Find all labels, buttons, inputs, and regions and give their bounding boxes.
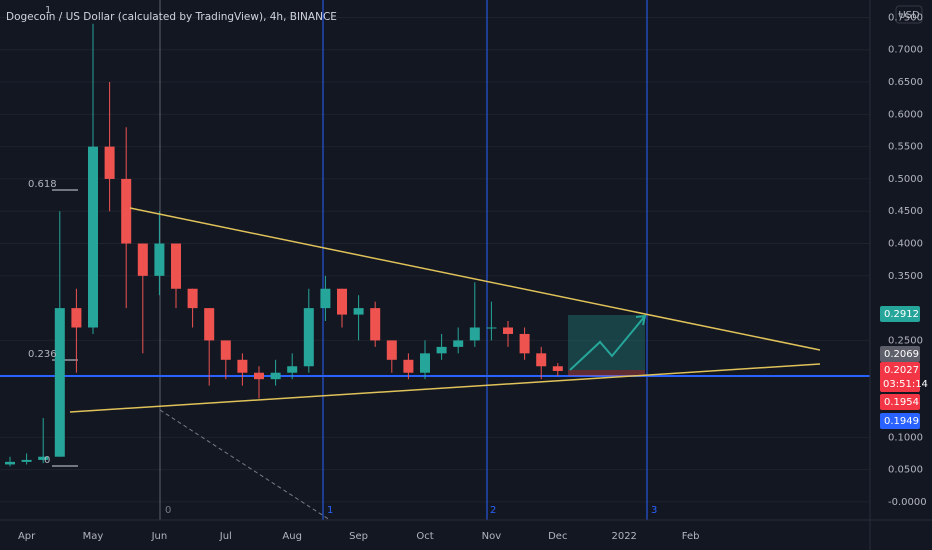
y-tick-label: 0.7500 [888,12,923,23]
price-axis: -0.0000 0.0500 0.1000 0.2500 0.3500 0.4000 0.4… [18,12,928,542]
y-tick-label: 0.4000 [888,239,923,250]
candle-body [536,353,547,367]
price-badge [880,394,920,410]
x-tick-label: Apr [18,531,36,542]
y-tick-label: 0.1000 [888,432,923,443]
x-tick-label: Feb [682,531,700,542]
fib-label: 0.236 [28,349,57,360]
y-tick-label: -0.0000 [888,497,927,508]
candles [5,23,563,467]
candle-body [453,340,464,347]
wave-label: 2 [490,505,496,516]
candle-body [386,340,397,360]
fib-label: 0 [44,455,50,466]
grid [0,16,870,503]
x-tick-label: Oct [416,531,433,542]
currency-button[interactable] [895,5,923,24]
x-tick-label: Nov [482,531,502,542]
candle-body [54,308,65,457]
arrow-head [635,314,647,326]
price-badge [880,413,920,429]
x-tick-label: Aug [282,531,302,542]
candle-body [270,372,281,380]
candle-body [204,308,215,341]
price-badge [880,362,920,392]
wave-label: 1 [327,505,333,516]
candle-body [121,178,132,244]
x-tick-label: Jun [151,531,168,542]
candle-body [220,340,231,360]
y-tick-label: 0.2500 [888,335,923,346]
wave-label: 3 [651,505,657,516]
candle-body [5,461,15,465]
wave-label: 0 [165,505,171,516]
candle-body [254,372,264,380]
triangle-upper [129,207,821,351]
candle-body [552,366,563,371]
x-tick-label: May [83,531,104,542]
candle-body [503,327,513,334]
price-badge-label: 0.2912 [884,309,919,320]
x-tick-label: 2022 [611,531,636,542]
candle-body [303,308,314,367]
candle-body [71,308,82,328]
candle-body [237,359,248,373]
y-tick-label: 0.6500 [888,77,923,88]
y-tick-label: 0.4500 [888,206,923,217]
candle-body [287,366,298,373]
candle-body [486,327,497,329]
x-tick-label: Jul [219,531,232,542]
candle-body [104,146,115,179]
y-tick-label: 0.5500 [888,142,923,153]
trend-line [159,409,331,521]
stop-zone [568,370,645,376]
candle-body [519,333,530,354]
projection-arrow [569,315,646,371]
candle-body [403,359,414,373]
candle-body [171,243,181,289]
x-tick-label: Dec [548,531,567,542]
price-badge-label: 0.2069 [884,349,919,360]
price-badge [880,346,920,362]
candle-body [420,353,430,373]
y-tick-label: 0.6000 [888,109,923,120]
price-badge-label: 0.2027 [884,365,919,376]
candle-body [353,308,364,315]
candle-body [370,308,381,341]
triangle-lower [69,363,821,413]
y-tick-label: 0.5000 [888,174,923,185]
candle-body [137,243,148,276]
fib-label: 1 [45,5,51,16]
fib-label: 0.618 [28,179,57,190]
candle-body [187,288,198,309]
price-badge [880,306,920,322]
x-tick-label: Sep [349,531,368,542]
candle-body [38,456,49,460]
chart-title: Dogecoin / US Dollar (calculated by Trad… [6,11,337,23]
candle-body [436,346,447,354]
countdown: 03:51:14 [883,379,928,390]
candle-body [337,288,347,315]
candle-body [88,146,98,328]
candle-body [469,327,480,341]
candle-body [21,459,32,462]
price-badge-label: 0.1954 [884,397,919,408]
y-tick-label: 0.7000 [888,45,923,56]
candle-body [154,243,165,276]
price-badge-label: 0.1949 [884,416,919,427]
currency-label[interactable]: USD [898,10,920,21]
y-tick-label: 0.3500 [888,271,923,282]
candle-body [320,288,331,309]
y-tick-label: 0.0500 [888,465,923,476]
